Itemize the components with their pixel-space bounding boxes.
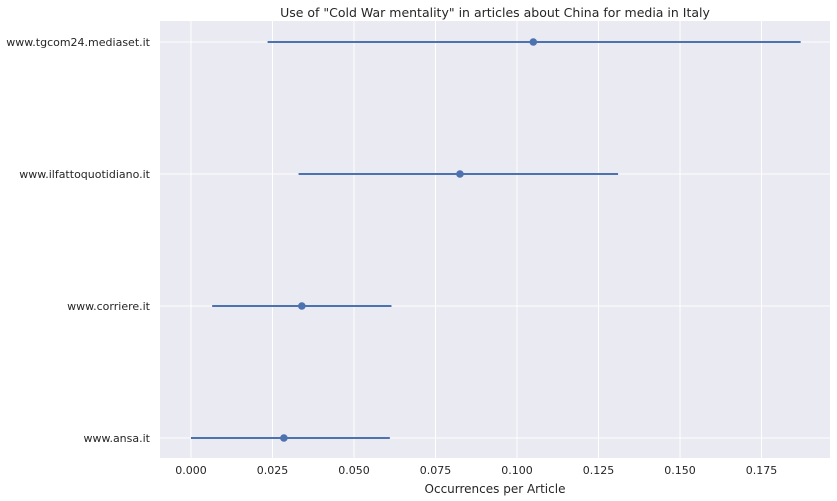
y-tick-label: www.ansa.it: [83, 432, 150, 445]
y-tick-label: www.tgcom24.mediaset.it: [6, 36, 150, 49]
y-tick-labels: www.tgcom24.mediaset.it www.ilfattoquotid…: [6, 36, 150, 445]
y-tick-label: www.ilfattoquotidiano.it: [19, 168, 150, 181]
data-point: [298, 302, 306, 310]
x-tick-label: 0.000: [175, 464, 207, 477]
x-tick-label: 0.125: [583, 464, 615, 477]
data-point: [529, 38, 538, 46]
data-point: [280, 434, 288, 442]
x-tick-label: 0.150: [664, 464, 696, 477]
x-tick-label: 0.025: [257, 464, 289, 477]
x-tick-label: 0.050: [338, 464, 370, 477]
data-marks: [190, 38, 801, 442]
y-tick-label: www.corriere.it: [67, 300, 151, 313]
x-tick-labels: 0.000 0.025 0.050 0.075 0.100 0.125 0.150 0.175: [175, 464, 777, 477]
chart-title: Use of "Cold War mentality" in articles …: [280, 5, 710, 20]
plot-background: [160, 21, 830, 458]
data-point: [456, 170, 464, 178]
x-tick-label: 0.100: [501, 464, 533, 477]
x-tick-label: 0.075: [420, 464, 452, 477]
x-axis-label: Occurrences per Article: [425, 482, 566, 496]
x-tick-label: 0.175: [746, 464, 778, 477]
